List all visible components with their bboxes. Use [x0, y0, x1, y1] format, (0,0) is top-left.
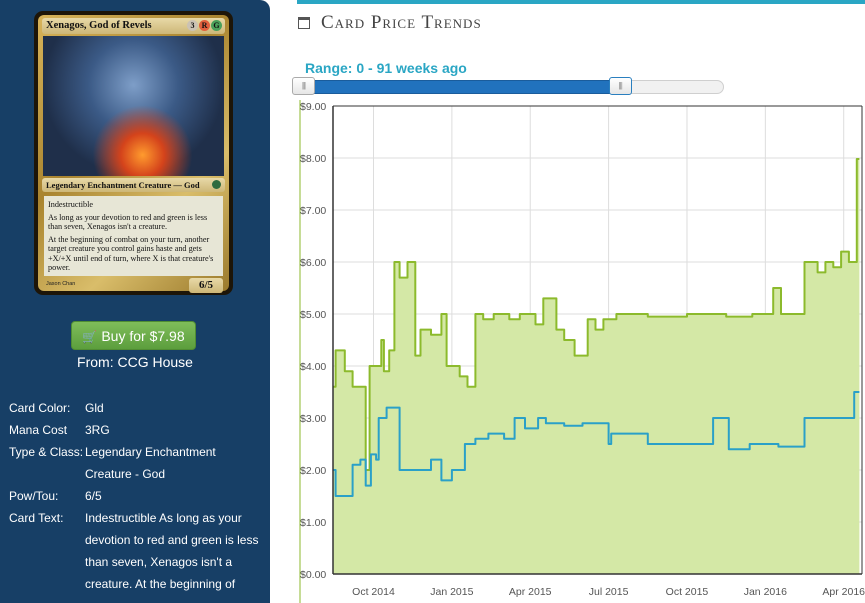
- attribute-row: Pow/Tou: 6/5: [9, 485, 261, 507]
- panel-top-rule: [297, 0, 865, 4]
- series-line: [333, 158, 860, 471]
- card-art: [43, 36, 224, 176]
- attribute-label: Pow/Tou:: [9, 489, 59, 503]
- y-tick-label: $9.00: [300, 101, 326, 113]
- attribute-row: Type & Class: Legendary Enchantment Crea…: [9, 441, 261, 485]
- card-text-line: At the beginning of combat on your turn,…: [48, 234, 214, 273]
- y-tick-label: $8.00: [300, 153, 326, 165]
- y-tick-label: $1.00: [300, 517, 326, 529]
- x-tick-label: Jan 2016: [744, 586, 787, 598]
- mana-pip-generic: 3: [187, 20, 198, 31]
- mana-pip-green: G: [211, 20, 222, 31]
- attribute-value: Gld: [85, 401, 104, 415]
- y-tick-label: $0.00: [300, 569, 326, 581]
- y-tick-label: $7.00: [300, 205, 326, 217]
- attribute-value: 6/5: [85, 489, 102, 503]
- mana-pips: 3 R G: [187, 20, 222, 31]
- cart-icon: 🛒: [82, 330, 98, 344]
- card-text-line: Indestructible: [48, 200, 94, 209]
- range-slider[interactable]: ||| |||: [292, 77, 724, 95]
- range-handle-end[interactable]: |||: [608, 77, 632, 95]
- card-artist: Jason Chan: [46, 281, 76, 287]
- card-type-line: Legendary Enchantment Creature — God: [46, 180, 200, 190]
- y-tick-label: $4.00: [300, 361, 326, 373]
- y-tick-label: $2.00: [300, 465, 326, 477]
- x-tick-label: Jan 2015: [430, 586, 473, 598]
- x-tick-label: Oct 2014: [352, 586, 395, 598]
- x-tick-label: Jul 2015: [589, 586, 629, 598]
- sidebar: Xenagos, God of Revels 3 R G Legendary E…: [0, 0, 270, 603]
- range-label: Range: 0 - 91 weeks ago: [305, 60, 467, 76]
- panel-title: Card Price Trends: [298, 12, 482, 34]
- card-power-toughness: 6/5: [189, 278, 223, 293]
- price-trends-panel: Card Price Trends Range: 0 - 91 weeks ag…: [292, 0, 865, 603]
- attribute-row: Card Text: Indestructible As long as you…: [9, 507, 261, 595]
- attribute-row: Mana Cost 3RG: [9, 419, 261, 441]
- card-frame: Xenagos, God of Revels 3 R G Legendary E…: [38, 15, 229, 293]
- attribute-label: Type & Class:: [9, 445, 84, 459]
- y-tick-label: $5.00: [300, 309, 326, 321]
- x-tick-label: Oct 2015: [666, 586, 709, 598]
- y-tick-label: $3.00: [300, 413, 326, 425]
- card-text-line: As long as your devotion to red and gree…: [48, 212, 208, 232]
- card-image: Xenagos, God of Revels 3 R G Legendary E…: [34, 11, 233, 295]
- x-tick-label: Apr 2015: [509, 586, 552, 598]
- seller-label: From: CCG House: [77, 354, 193, 370]
- attribute-value: Indestructible As long as your devotion …: [85, 511, 259, 591]
- card-text-box: Indestructible As long as your devotion …: [44, 196, 223, 276]
- price-chart: $0.00 $1.00 $2.00 $3.00 $4.00 $5.00 $6.00 $7.00…: [299, 100, 865, 603]
- card-type-bar: Legendary Enchantment Creature — God: [42, 178, 225, 192]
- buy-button[interactable]: 🛒 Buy for $7.98: [71, 321, 196, 350]
- card-name: Xenagos, God of Revels: [46, 20, 152, 31]
- attribute-value: Legendary Enchantment Creature - God: [85, 445, 216, 481]
- mana-pip-red: R: [199, 20, 210, 31]
- card-name-bar: Xenagos, God of Revels 3 R G: [42, 18, 225, 34]
- calendar-icon: [298, 17, 310, 29]
- range-handle-start[interactable]: |||: [292, 77, 315, 95]
- x-tick-label: Apr 2016: [822, 586, 865, 598]
- set-symbol-icon: [212, 180, 221, 189]
- y-tick-label: $6.00: [300, 257, 326, 269]
- attribute-row: Card Color: Gld: [9, 397, 261, 419]
- attribute-value: 3RG: [85, 423, 110, 437]
- panel-title-text: Card Price Trends: [321, 12, 482, 33]
- series-line: [333, 391, 860, 497]
- attribute-label: Mana Cost: [9, 423, 68, 437]
- card-attributes: Card Color: Gld Mana Cost 3RG Type & Cla…: [9, 397, 261, 595]
- buy-button-label: Buy for $7.98: [101, 328, 185, 344]
- attribute-label: Card Color:: [9, 401, 71, 415]
- attribute-label: Card Text:: [9, 511, 64, 525]
- range-slider-fill: [304, 80, 620, 94]
